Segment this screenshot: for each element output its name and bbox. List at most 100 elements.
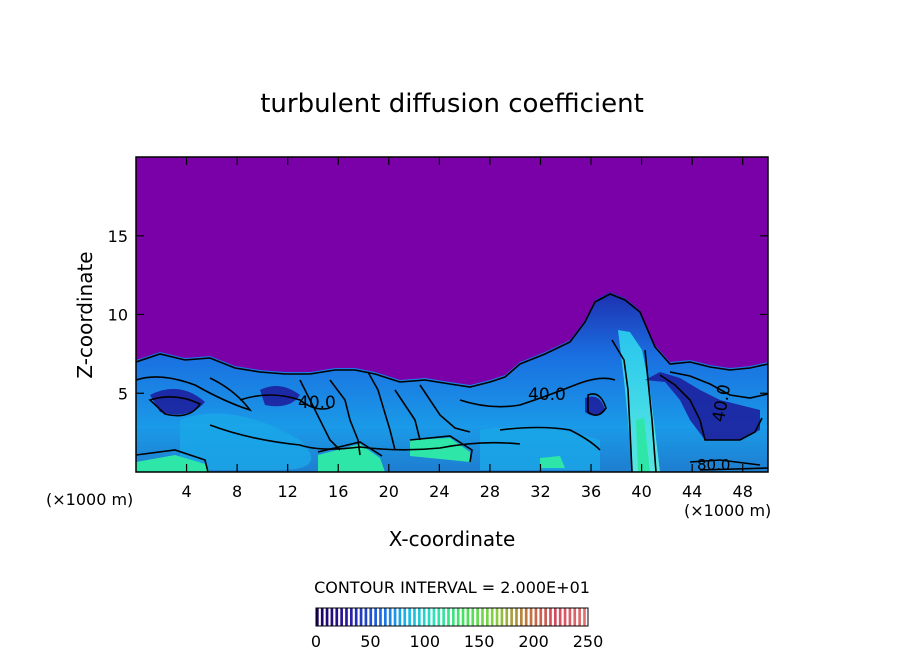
colorbar-cell	[573, 608, 577, 626]
x-tick-label: 40	[631, 482, 651, 501]
colorbar-cell	[539, 608, 543, 626]
colorbar-cell	[490, 608, 494, 626]
turbulent-layer-fill	[136, 292, 768, 472]
colorbar-cell	[388, 608, 392, 626]
colorbar-cell	[544, 608, 547, 626]
colorbar-tick-label: 0	[311, 632, 321, 651]
colorbar-cell	[359, 608, 363, 626]
colorbar-tick-label: 50	[360, 632, 380, 651]
x-tick-label: 8	[232, 482, 242, 501]
colorbar-cell	[476, 608, 479, 626]
colorbar-tick-label: 100	[410, 632, 441, 651]
colorbar-cell	[524, 608, 528, 626]
colorbar-cell	[432, 608, 436, 626]
x-tick-label: 36	[581, 482, 601, 501]
contour-label: 40.0	[528, 385, 566, 405]
x-tick-label: 28	[480, 482, 500, 501]
colorbar-cell	[393, 608, 397, 626]
colorbar-cell	[486, 608, 489, 626]
plot-area	[136, 157, 768, 472]
y-tick-label: 15	[108, 227, 128, 246]
colorbar-cell	[345, 608, 348, 626]
colorbar-frame	[315, 607, 589, 627]
x-tick-label: 24	[429, 482, 449, 501]
colorbar-cell	[384, 608, 387, 626]
colorbar-cell	[350, 608, 353, 626]
colorbar-cell	[354, 608, 358, 626]
contour-interval-text: CONTOUR INTERVAL = 2.000E+01	[314, 578, 590, 597]
chart-title: turbulent diffusion coefficient	[260, 89, 644, 119]
colorbar-cell	[505, 608, 509, 626]
colorbar-cell	[316, 608, 319, 626]
colorbar	[316, 608, 586, 626]
y-axis-label: Z-coordinate	[73, 251, 97, 378]
colorbar-cell	[422, 608, 426, 626]
plume-fill	[618, 330, 660, 472]
x-tick-label: 20	[379, 482, 399, 501]
colorbar-cell	[549, 608, 552, 626]
colorbar-cell	[330, 608, 334, 626]
colorbar-cell	[408, 608, 411, 626]
colorbar-cell	[340, 608, 343, 626]
colorbar-cell	[398, 608, 402, 626]
colorbar-ticks: 0 50 100 150 200 250	[311, 632, 603, 651]
x-unit-right: (×1000 m)	[684, 501, 771, 520]
colorbar-cell	[510, 608, 513, 626]
colorbar-cell	[534, 608, 538, 626]
colorbar-tick-label: 250	[573, 632, 604, 651]
colorbar-cell	[403, 608, 407, 626]
colorbar-cell	[369, 608, 373, 626]
colorbar-cell	[563, 608, 567, 626]
y-tick-label: 10	[108, 306, 128, 325]
x-tick-label: 44	[682, 482, 702, 501]
colorbar-cell	[471, 608, 475, 626]
contour-label-group: 40.0 40.0 40.0 80.0	[298, 383, 735, 474]
x-tick-label: 32	[530, 482, 550, 501]
colorbar-cell	[461, 608, 465, 626]
colorbar-cell	[452, 608, 455, 626]
colorbar-cell	[466, 608, 470, 626]
green-fill	[136, 418, 650, 472]
x-unit-left: (×1000 m)	[46, 490, 133, 509]
colorbar-cell	[427, 608, 431, 626]
colorbar-cell	[495, 608, 499, 626]
x-axis: 4 8 12 16 20 24 28 32 36 40 44 48	[181, 157, 753, 501]
colorbar-cell	[413, 608, 416, 626]
y-axis: 5 10 15	[108, 227, 768, 403]
x-tick-label: 4	[181, 482, 191, 501]
colorbar-cell	[364, 608, 368, 626]
dark-cores	[150, 372, 760, 440]
x-tick-label: 12	[278, 482, 298, 501]
colorbar-cell	[578, 608, 581, 626]
colorbar-cell	[515, 608, 518, 626]
colorbar-cell	[379, 608, 382, 626]
colorbar-cell	[520, 608, 523, 626]
colorbar-cell	[442, 608, 445, 626]
colorbar-cell	[447, 608, 450, 626]
colorbar-cell	[558, 608, 562, 626]
colorbar-cell	[325, 608, 329, 626]
colorbar-cell	[418, 608, 421, 626]
contour-label: 80.0	[697, 456, 730, 474]
colorbar-cell	[335, 608, 339, 626]
colorbar-cell	[500, 608, 504, 626]
colorbar-tick-label: 200	[518, 632, 549, 651]
colorbar-tick-label: 150	[464, 632, 495, 651]
colorbar-cell	[568, 608, 572, 626]
colorbar-cell	[456, 608, 460, 626]
contour-lines	[136, 293, 768, 472]
colorbar-cell	[320, 608, 324, 626]
x-tick-label: 48	[733, 482, 753, 501]
colorbar-cell	[554, 608, 557, 626]
colorbar-cell	[374, 608, 377, 626]
colorbar-cell	[529, 608, 533, 626]
x-tick-label: 16	[328, 482, 348, 501]
colorbar-cell	[583, 608, 586, 626]
colorbar-cell	[481, 608, 484, 626]
contour-label: 40.0	[298, 393, 336, 413]
x-axis-label: X-coordinate	[389, 527, 516, 551]
low-band-fill	[180, 413, 600, 470]
colorbar-cell	[437, 608, 441, 626]
y-tick-label: 5	[118, 384, 128, 403]
